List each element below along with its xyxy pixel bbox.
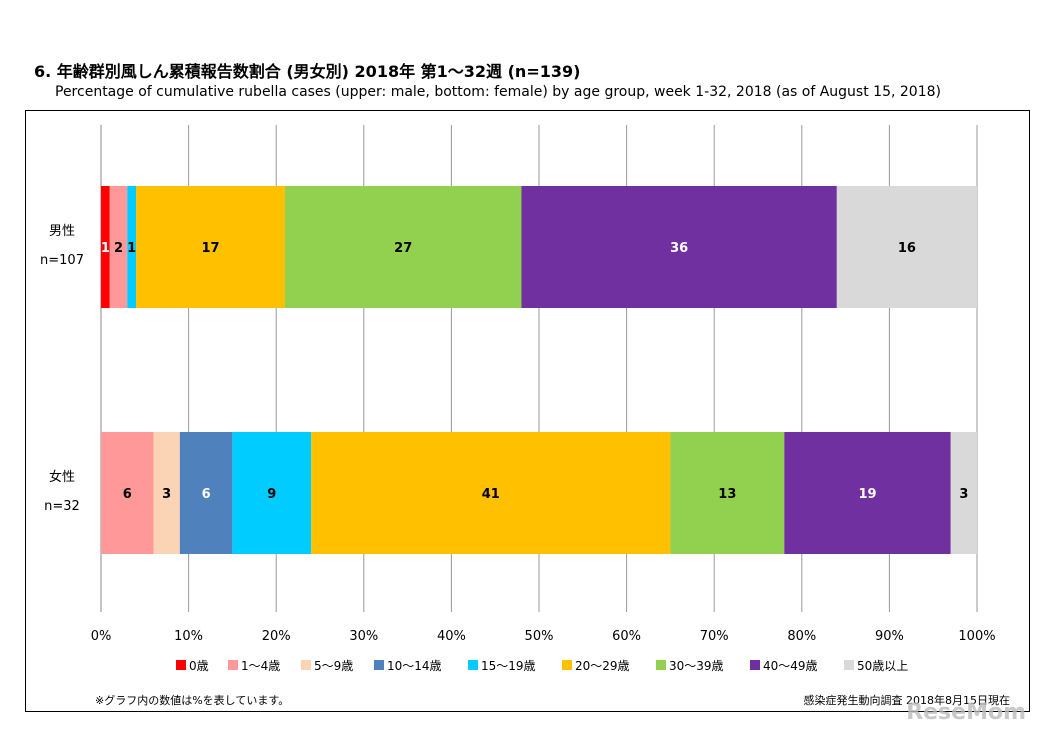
data-label: 9 — [267, 487, 276, 502]
chart-subtitle: Percentage of cumulative rubella cases (… — [55, 84, 941, 100]
bar-segment — [284, 186, 522, 308]
bar-segment — [153, 432, 180, 554]
data-label: 16 — [898, 241, 916, 256]
category-n-label: n=107 — [40, 253, 84, 268]
legend-swatch — [562, 660, 572, 670]
x-tick-label: 30% — [349, 629, 378, 644]
data-label: 41 — [482, 487, 500, 502]
x-tick-label: 80% — [787, 629, 816, 644]
x-tick-label: 60% — [612, 629, 641, 644]
x-tick-label: 100% — [958, 629, 995, 644]
bar-segment — [784, 432, 951, 554]
x-tick-label: 10% — [174, 629, 203, 644]
bar-segment — [311, 432, 671, 554]
legend-swatch — [656, 660, 666, 670]
data-label: 1 — [127, 241, 136, 256]
data-label: 19 — [858, 487, 876, 502]
data-label: 1 — [101, 241, 110, 256]
data-label: 13 — [718, 487, 736, 502]
footnote: ※グラフ内の数値は%を表しています。 — [95, 694, 290, 707]
x-tick-label: 50% — [525, 629, 554, 644]
chart-title: 6. 年齢群別風しん累積報告数割合 (男女別) 2018年 第1～32週 (n=… — [34, 62, 581, 81]
bar-segment — [127, 186, 137, 308]
bar-segment — [232, 432, 312, 554]
data-label: 3 — [959, 487, 968, 502]
bar-segment — [109, 186, 128, 308]
legend-swatch — [844, 660, 854, 670]
legend-swatch — [374, 660, 384, 670]
x-tick-label: 20% — [262, 629, 291, 644]
bar-segment — [670, 432, 785, 554]
data-label: 17 — [201, 241, 219, 256]
legend-label: 5～9歳 — [314, 659, 353, 673]
bar-segment — [836, 186, 977, 308]
x-tick-label: 70% — [700, 629, 729, 644]
legend-swatch — [750, 660, 760, 670]
legend-label: 20～29歳 — [575, 659, 630, 673]
category-label: 女性 — [49, 469, 75, 485]
bar-segment — [521, 186, 837, 308]
legend-label: 0歳 — [189, 659, 209, 673]
category-label: 男性 — [49, 224, 75, 239]
bar-segment — [950, 432, 977, 554]
legend-label: 10～14歳 — [387, 659, 442, 673]
legend-swatch — [176, 660, 186, 670]
data-label: 6 — [202, 487, 211, 502]
x-tick-label: 90% — [875, 629, 904, 644]
data-label: 3 — [162, 487, 171, 502]
legend-label: 1～4歳 — [241, 659, 280, 673]
legend-swatch — [468, 660, 478, 670]
data-label: 36 — [670, 241, 688, 256]
x-tick-label: 40% — [437, 629, 466, 644]
source-note: 感染症発生動向調査 2018年8月15日現在 — [803, 694, 1011, 707]
legend-label: 40～49歳 — [763, 659, 818, 673]
bar-segment — [101, 432, 154, 554]
legend-label: 50歳以上 — [857, 659, 908, 673]
legend-swatch — [228, 660, 238, 670]
watermark-logo: ReseMom — [906, 700, 1026, 725]
legend-swatch — [301, 660, 311, 670]
legend-label: 15～19歳 — [481, 659, 536, 673]
bar-segment — [136, 186, 285, 308]
data-label: 6 — [123, 487, 132, 502]
data-label: 27 — [394, 241, 412, 256]
bar-segment — [101, 186, 110, 308]
x-tick-label: 0% — [91, 629, 112, 644]
legend-label: 30～39歳 — [669, 659, 724, 673]
category-n-label: n=32 — [44, 499, 80, 514]
bar-segment — [179, 432, 233, 554]
data-label: 2 — [114, 241, 123, 256]
chart-frame — [25, 110, 1030, 712]
